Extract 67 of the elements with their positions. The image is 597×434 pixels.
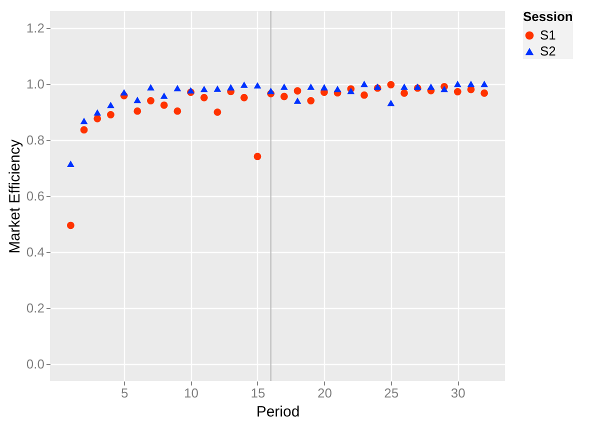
y-tick-label: 0.0 (26, 356, 44, 372)
x-axis-title: Period (256, 404, 300, 420)
legend-label: S1 (540, 28, 556, 42)
point (294, 87, 302, 95)
point (360, 80, 368, 88)
point (80, 118, 88, 124)
point (94, 114, 102, 122)
point (307, 83, 315, 90)
point (387, 100, 395, 106)
point (147, 96, 154, 104)
point (400, 89, 408, 97)
point (294, 97, 302, 104)
x-tick-label: 15 (250, 386, 266, 400)
point (454, 88, 462, 96)
point (200, 94, 208, 102)
point (387, 81, 395, 88)
x-tick-label: 30 (450, 386, 466, 400)
point (454, 80, 462, 88)
point (147, 84, 154, 90)
point (467, 80, 475, 88)
point (254, 152, 262, 160)
point (347, 88, 355, 94)
point (214, 85, 222, 92)
y-tick-label: 0.2 (26, 300, 44, 316)
y-tick-label: 0.6 (26, 188, 44, 204)
point (427, 83, 435, 90)
point (134, 96, 142, 104)
point (254, 82, 262, 88)
point (360, 91, 368, 99)
point (80, 126, 88, 134)
point (280, 92, 288, 100)
point (66, 160, 74, 167)
y-axis-title: Market Efficiency (6, 139, 24, 254)
point (334, 86, 342, 92)
point (240, 94, 248, 102)
point (307, 96, 315, 104)
point (480, 89, 488, 97)
legend-title: Session (523, 9, 573, 24)
point (267, 88, 275, 94)
point (480, 80, 488, 88)
y-tick-label: 0.4 (26, 244, 44, 260)
point (227, 84, 235, 90)
legend-label: S2 (540, 44, 556, 58)
point (400, 83, 408, 90)
point (174, 84, 182, 92)
point (134, 107, 142, 115)
y-tick-label: 1.2 (26, 20, 44, 36)
point (120, 89, 128, 96)
point (66, 222, 74, 230)
x-tick-label: 5 (120, 386, 128, 400)
x-tick-label: 10 (184, 386, 199, 400)
y-tick-label: 0.8 (26, 132, 44, 148)
point (200, 86, 208, 92)
x-tick-label: 25 (384, 386, 399, 400)
point (160, 101, 168, 109)
point (160, 92, 168, 99)
point (174, 107, 182, 115)
point (107, 102, 114, 108)
y-tick-label: 1.0 (26, 76, 44, 92)
point (440, 86, 448, 92)
point (214, 108, 222, 116)
point (107, 111, 114, 118)
x-tick-label: 20 (317, 386, 332, 400)
point (240, 82, 248, 88)
point (94, 109, 102, 116)
point (280, 83, 288, 90)
point (320, 84, 328, 90)
